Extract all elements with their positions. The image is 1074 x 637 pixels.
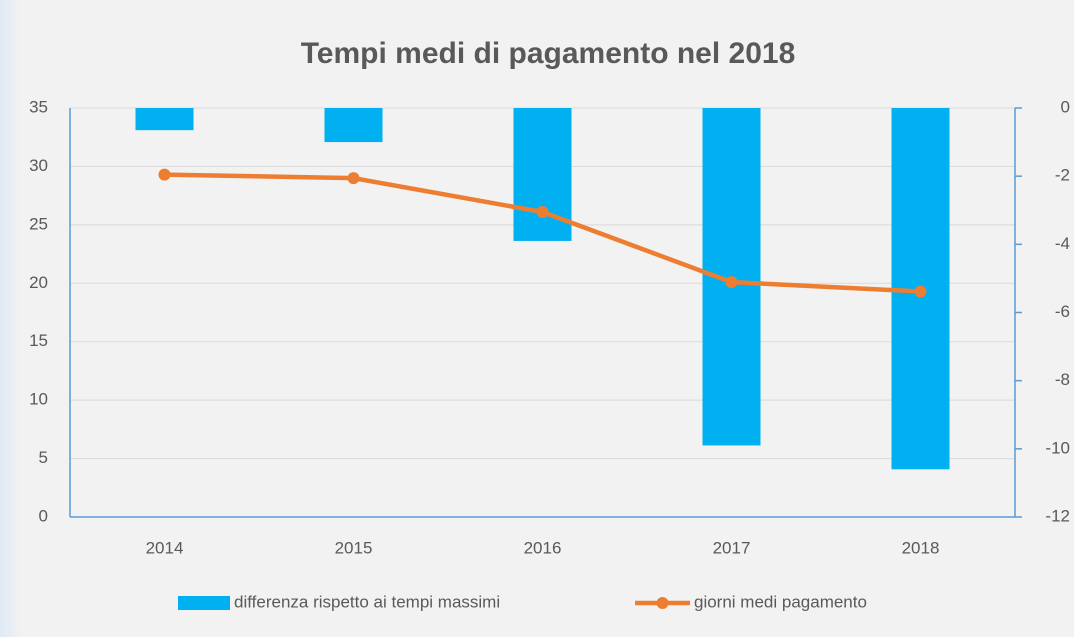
y2-tick-label: -6 [1055,302,1070,321]
legend-label: differenza rispetto ai tempi massimi [234,592,500,611]
y-tick-label: 15 [29,331,48,350]
x-tick-label: 2017 [713,538,751,557]
x-tick-label: 2018 [902,538,940,557]
y-tick-label: 35 [29,97,48,116]
line-marker [536,206,549,219]
y2-tick-label: -10 [1045,438,1070,457]
y-tick-label: 0 [39,506,48,525]
y2-tick-label: -2 [1055,166,1070,185]
y2-tick-label: 0 [1061,97,1070,116]
chart-title: Tempi medi di pagamento nel 2018 [301,37,796,70]
y2-tick-label: -4 [1055,234,1070,253]
line-marker [914,285,927,298]
bar [135,108,194,131]
line-marker [347,172,360,185]
y2-tick-label: -12 [1045,506,1070,525]
line-marker [158,168,171,181]
y-tick-label: 30 [29,156,48,175]
x-tick-label: 2015 [335,538,373,557]
y-tick-label: 10 [29,390,48,409]
y2-tick-label: -8 [1055,370,1070,389]
x-tick-label: 2016 [524,538,562,557]
legend-swatch [178,596,230,610]
bar [324,108,383,143]
legend-swatch [656,597,669,609]
y-tick-label: 5 [39,448,48,467]
line-marker [725,276,738,289]
y-tick-label: 25 [29,214,48,233]
y-tick-label: 20 [29,273,48,292]
legend-label: giorni medi pagamento [694,592,867,611]
x-tick-label: 2014 [146,538,184,557]
